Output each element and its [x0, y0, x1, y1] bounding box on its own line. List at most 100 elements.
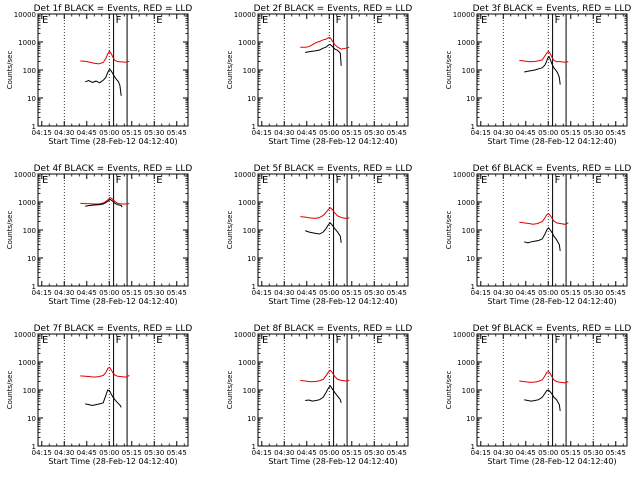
marker-label: E [156, 335, 162, 346]
y-tick-label: 1000 [18, 39, 36, 47]
x-tick-label: 05:30 [583, 449, 603, 457]
y-tick-label: 1000 [238, 199, 256, 207]
marker-label: E [262, 175, 268, 186]
y-tick-label: 10000 [14, 11, 36, 19]
x-tick-label: 05:45 [387, 289, 407, 297]
y-tick-label: 100 [23, 227, 36, 235]
x-tick-label: 05:45 [167, 129, 187, 137]
events-series-line [85, 68, 122, 96]
y-tick-label: 10000 [453, 331, 475, 339]
panel-title: Det 2f BLACK = Events, RED = LLD [254, 4, 413, 14]
marker-label: F [555, 15, 561, 26]
marker-label: E [42, 15, 48, 26]
detector-panel: Det 6f BLACK = Events, RED = LLD 1 10 100 10… [445, 164, 631, 306]
y-tick-label: 10000 [14, 171, 36, 179]
panel-title: Det 9f BLACK = Events, RED = LLD [473, 324, 632, 334]
y-tick-label: 1000 [457, 359, 475, 367]
x-axis-label: Start Time (28-Feb-12 04:12:40) [268, 457, 397, 466]
y-tick-label: 100 [243, 67, 256, 75]
y-tick-label: 10 [247, 415, 256, 423]
marker-label: F [116, 335, 122, 346]
y-tick-label: 1 [32, 283, 36, 291]
events-series-line [524, 55, 561, 85]
y-tick-label: 10000 [453, 171, 475, 179]
marker-label: E [42, 335, 48, 346]
marker-label: E [376, 15, 382, 26]
x-axis-label: Start Time (28-Feb-12 04:12:40) [48, 457, 177, 466]
x-tick-label: 05:15 [122, 289, 142, 297]
x-tick-label: 04:15 [252, 449, 272, 457]
y-tick-label: 1 [471, 123, 475, 131]
x-tick-label: 04:15 [32, 289, 52, 297]
x-tick-label: 05:15 [561, 129, 581, 137]
plot-frame [476, 173, 628, 287]
marker-label: E [262, 335, 268, 346]
x-tick-label: 05:00 [319, 129, 339, 137]
lld-series-line [80, 196, 130, 205]
events-series-line [305, 43, 342, 66]
x-tick-label: 05:30 [364, 289, 384, 297]
x-tick-label: 04:15 [471, 129, 491, 137]
lld-series-line [80, 366, 130, 378]
x-axis-label: Start Time (28-Feb-12 04:12:40) [268, 297, 397, 306]
marker-label: E [156, 15, 162, 26]
y-axis-label: Counts/sec [445, 211, 453, 250]
events-series-line [305, 222, 342, 243]
y-tick-label: 10 [27, 95, 36, 103]
x-tick-label: 04:15 [471, 289, 491, 297]
x-tick-label: 04:30 [54, 449, 74, 457]
x-axis-label: Start Time (28-Feb-12 04:12:40) [487, 297, 616, 306]
x-tick-label: 04:45 [516, 289, 536, 297]
y-axis-label: Counts/sec [6, 51, 14, 90]
x-tick-label: 05:00 [99, 129, 119, 137]
x-tick-label: 05:00 [99, 449, 119, 457]
y-tick-label: 1000 [18, 199, 36, 207]
x-tick-label: 05:15 [342, 129, 362, 137]
plot-frame [37, 13, 189, 127]
x-tick-label: 05:15 [342, 449, 362, 457]
x-tick-label: 04:45 [77, 449, 97, 457]
x-tick-label: 04:15 [252, 129, 272, 137]
detector-panel: Det 2f BLACK = Events, RED = LLD 1 10 100 10… [226, 4, 412, 146]
detector-panel: Det 8f BLACK = Events, RED = LLD 1 10 100 10… [226, 324, 412, 466]
detector-panel: Det 7f BLACK = Events, RED = LLD 1 10 100 10… [6, 324, 192, 466]
y-axis-label: Counts/sec [226, 211, 234, 250]
x-tick-label: 04:30 [274, 449, 294, 457]
y-tick-label: 1000 [238, 39, 256, 47]
x-axis-label: Start Time (28-Feb-12 04:12:40) [48, 297, 177, 306]
marker-label: E [481, 335, 487, 346]
panel-title: Det 3f BLACK = Events, RED = LLD [473, 4, 632, 14]
y-tick-label: 10 [466, 255, 475, 263]
x-tick-label: 05:15 [122, 129, 142, 137]
y-tick-label: 1 [471, 443, 475, 451]
x-axis-label: Start Time (28-Feb-12 04:12:40) [487, 457, 616, 466]
marker-label: E [156, 175, 162, 186]
x-tick-label: 04:45 [77, 289, 97, 297]
lld-series-line [300, 369, 350, 383]
marker-label: E [42, 175, 48, 186]
x-tick-label: 04:45 [297, 289, 317, 297]
marker-label: E [376, 335, 382, 346]
x-tick-label: 05:15 [342, 289, 362, 297]
y-tick-label: 10 [466, 415, 475, 423]
marker-label: E [481, 15, 487, 26]
marker-label: E [595, 175, 601, 186]
marker-label: F [555, 175, 561, 186]
y-tick-label: 100 [462, 67, 475, 75]
lld-series-line [300, 207, 350, 219]
lld-series-line [519, 370, 569, 384]
x-tick-label: 05:30 [144, 129, 164, 137]
x-tick-label: 04:30 [274, 289, 294, 297]
plot-frame [476, 13, 628, 127]
y-tick-label: 10 [247, 95, 256, 103]
x-tick-label: 04:15 [32, 449, 52, 457]
marker-label: F [555, 335, 561, 346]
panel-title: Det 6f BLACK = Events, RED = LLD [473, 164, 632, 174]
marker-label: E [595, 335, 601, 346]
x-tick-label: 05:30 [364, 449, 384, 457]
marker-label: E [262, 15, 268, 26]
y-tick-label: 1000 [457, 39, 475, 47]
y-tick-label: 100 [23, 67, 36, 75]
lld-series-line [80, 50, 130, 65]
